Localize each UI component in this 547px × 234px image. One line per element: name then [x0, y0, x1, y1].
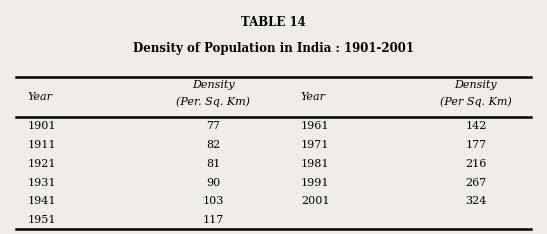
Text: Year: Year [27, 92, 53, 102]
Text: 1921: 1921 [27, 159, 56, 169]
Text: 324: 324 [465, 196, 487, 206]
Text: TABLE 14: TABLE 14 [241, 16, 306, 29]
Text: 2001: 2001 [301, 196, 329, 206]
Text: 1951: 1951 [27, 215, 56, 225]
Text: 1971: 1971 [301, 140, 329, 150]
Text: 90: 90 [206, 178, 220, 187]
Text: 216: 216 [465, 159, 487, 169]
Text: 81: 81 [206, 159, 220, 169]
Text: (Per Sq. Km): (Per Sq. Km) [440, 96, 512, 107]
Text: 1981: 1981 [301, 159, 329, 169]
Text: 142: 142 [465, 121, 487, 131]
Text: Density of Population in India : 1901-2001: Density of Population in India : 1901-20… [133, 42, 414, 55]
Text: 1931: 1931 [27, 178, 56, 187]
Text: 177: 177 [465, 140, 486, 150]
Text: 267: 267 [465, 178, 486, 187]
Text: 103: 103 [202, 196, 224, 206]
Text: 1991: 1991 [301, 178, 329, 187]
Text: Density: Density [455, 80, 497, 90]
Text: Density: Density [192, 80, 235, 90]
Text: 1941: 1941 [27, 196, 56, 206]
Text: Year: Year [301, 92, 326, 102]
Text: 1961: 1961 [301, 121, 329, 131]
Text: 82: 82 [206, 140, 220, 150]
Text: 1911: 1911 [27, 140, 56, 150]
Text: 117: 117 [203, 215, 224, 225]
Text: 1901: 1901 [27, 121, 56, 131]
Text: 77: 77 [206, 121, 220, 131]
Text: (Per. Sq. Km): (Per. Sq. Km) [176, 96, 251, 107]
